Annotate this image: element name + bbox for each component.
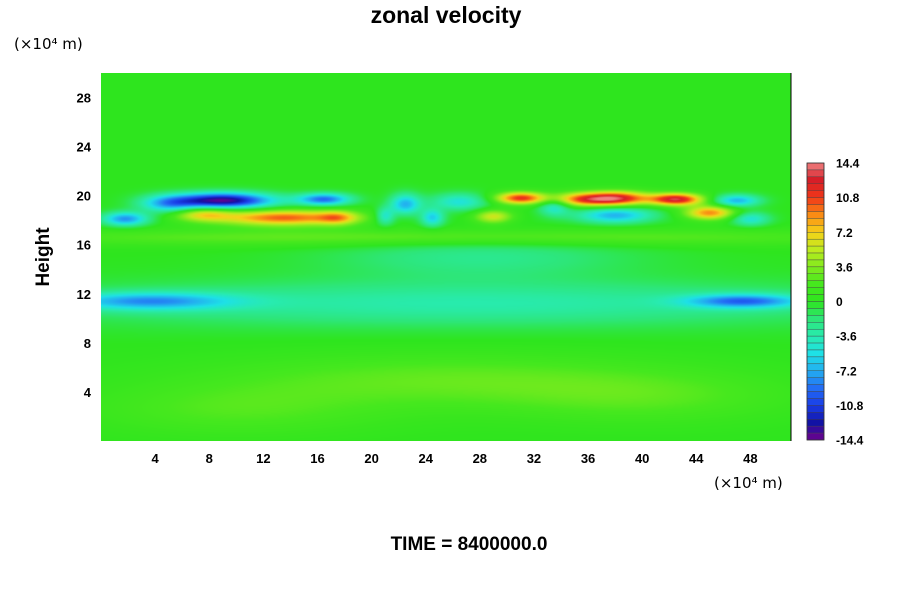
colorbar-band: [806, 287, 825, 295]
colorbar-band: [806, 190, 825, 198]
colorbar-band: [806, 218, 825, 226]
colorbar: 14.4 10.8 7.2 3.6 0 -3.6 -7.2 -10.8 -14.4: [806, 157, 864, 448]
colorbar-band: [806, 204, 825, 212]
colorbar-band: [806, 322, 825, 330]
colorbar-band: [806, 169, 825, 178]
colorbar-band: [806, 301, 825, 309]
plot-area: [101, 73, 792, 441]
y-tick-label: 20: [77, 189, 91, 204]
x-tick-label: 24: [418, 451, 433, 466]
colorbar-band: [806, 176, 825, 184]
y-unit-label: (×10⁴ m): [14, 35, 83, 53]
time-label: TIME = 8400000.0: [391, 534, 548, 555]
colorbar-tick-label: -14.4: [836, 434, 864, 448]
colorbar-band: [806, 252, 825, 261]
colorbar-tick-label: -3.6: [836, 330, 857, 344]
colorbar-tick-label: 7.2: [836, 226, 853, 240]
colorbar-band: [806, 280, 825, 288]
colorbar-band: [806, 232, 825, 240]
colorbar-band: [806, 245, 825, 254]
colorbar-tick-label: 3.6: [836, 260, 853, 274]
colorbar-band: [806, 391, 825, 399]
x-tick-label: 32: [527, 451, 541, 466]
colorbar-band: [806, 342, 825, 351]
x-tick-label: 44: [689, 451, 704, 466]
x-tick-label: 36: [581, 451, 595, 466]
colorbar-tick-label: 14.4: [836, 157, 860, 171]
colorbar-band: [806, 266, 825, 275]
y-tick-label: 16: [77, 238, 91, 253]
colorbar-band: [806, 349, 825, 358]
colorbar-tick-label: -7.2: [836, 364, 857, 378]
x-tick-label: 20: [364, 451, 378, 466]
y-tick-label: 8: [84, 336, 91, 351]
colorbar-tick-label: 0: [836, 295, 843, 309]
y-tick-label: 12: [77, 287, 91, 302]
colorbar-band: [806, 425, 825, 434]
colorbar-band: [806, 405, 825, 413]
colorbar-band: [806, 329, 825, 337]
x-tick-label: 48: [743, 451, 757, 466]
colorbar-band: [806, 419, 825, 427]
colorbar-band: [806, 356, 825, 365]
colorbar-band: [806, 315, 825, 323]
x-tick-label: 4: [152, 451, 160, 466]
colorbar-band: [806, 432, 825, 441]
colorbar-band: [806, 197, 825, 205]
colorbar-band: [806, 183, 825, 191]
x-tick-labels: 4 8 12 16 20 24 28 32 36 40 44 48: [152, 451, 758, 466]
y-tick-labels: 4 8 12 16 20 24 28: [77, 91, 92, 400]
colorbar-tick-label: -10.8: [836, 399, 864, 413]
heatmap-field: [101, 73, 791, 441]
y-axis-title: Height: [33, 227, 54, 287]
colorbar-band: [806, 363, 825, 371]
colorbar-band: [806, 211, 825, 219]
colorbar-band: [806, 308, 825, 316]
x-unit-label: (×10⁴ m): [714, 474, 783, 492]
chart-title: zonal velocity: [371, 2, 522, 28]
colorbar-band: [806, 162, 825, 171]
colorbar-frame: [806, 162, 825, 441]
colorbar-band: [806, 377, 825, 385]
colorbar-band: [806, 384, 825, 392]
colorbar-band: [806, 398, 825, 406]
colorbar-band: [806, 225, 825, 233]
colorbar-band: [806, 259, 825, 268]
x-tick-label: 28: [473, 451, 487, 466]
colorbar-band: [806, 273, 825, 281]
y-tick-label: 24: [77, 140, 92, 155]
y-tick-label: 28: [77, 91, 91, 106]
x-tick-label: 40: [635, 451, 649, 466]
x-tick-label: 8: [206, 451, 213, 466]
colorbar-band: [806, 412, 825, 420]
colorbar-labels: 14.4 10.8 7.2 3.6 0 -3.6 -7.2 -10.8 -14.4: [836, 157, 864, 448]
colorbar-band: [806, 335, 825, 344]
colorbar-bands: [806, 162, 825, 441]
colorbar-band: [806, 294, 825, 302]
y-tick-label: 4: [84, 385, 92, 400]
colorbar-band: [806, 238, 825, 247]
x-tick-label: 12: [256, 451, 270, 466]
x-tick-label: 16: [310, 451, 324, 466]
colorbar-band: [806, 370, 825, 378]
colorbar-tick-label: 10.8: [836, 191, 860, 205]
